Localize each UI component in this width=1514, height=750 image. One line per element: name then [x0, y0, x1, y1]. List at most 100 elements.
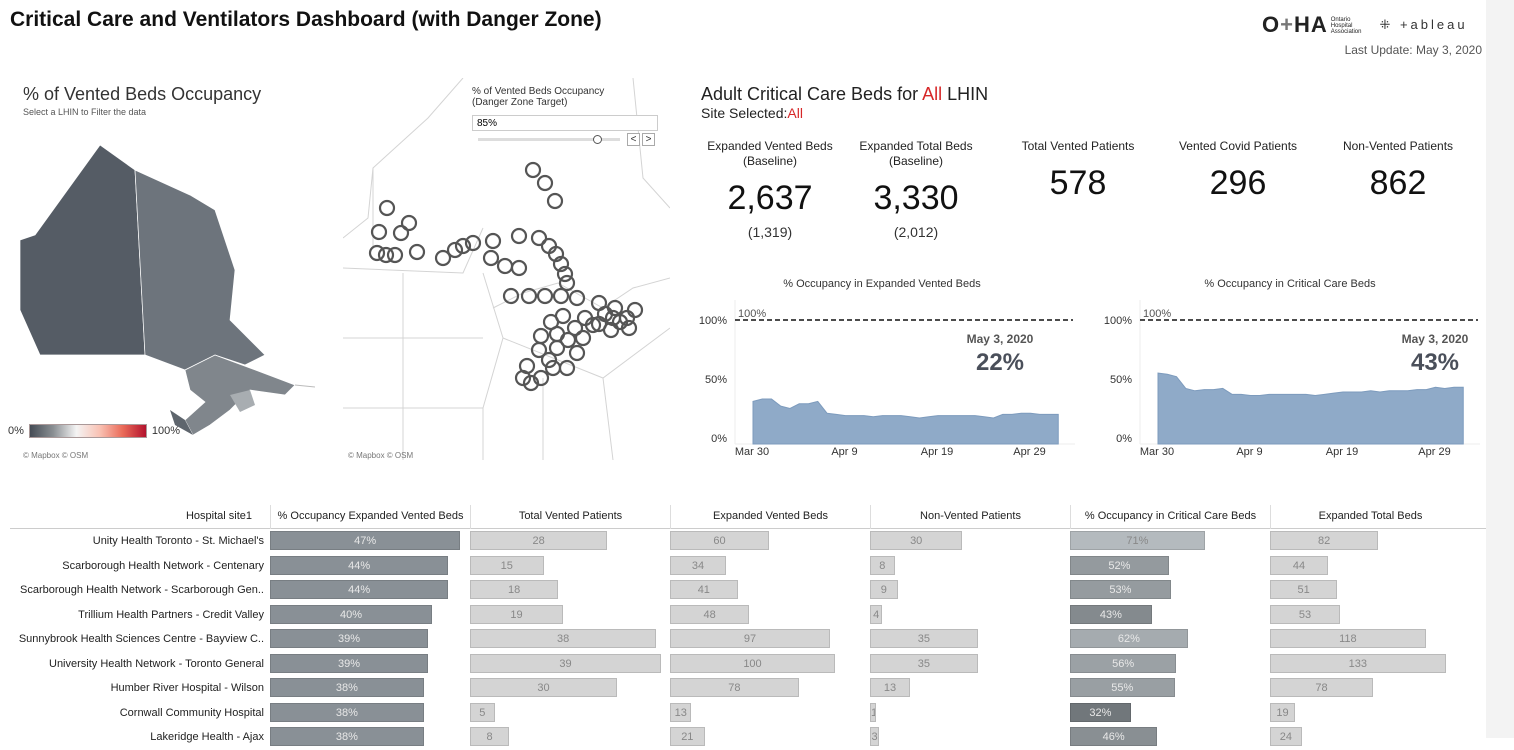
value-bar[interactable]: 53% — [1070, 580, 1171, 599]
hospital-marker[interactable] — [540, 351, 558, 369]
value-bar[interactable]: 34 — [670, 555, 727, 575]
hospital-marker[interactable] — [602, 321, 620, 339]
table-row[interactable]: University Health Network - Toronto Gene… — [10, 652, 1486, 677]
value-bar[interactable]: 52% — [1070, 555, 1169, 575]
hospital-marker[interactable] — [556, 265, 574, 283]
value-bar[interactable]: 118 — [1270, 629, 1426, 648]
value-bar[interactable]: 21 — [670, 727, 705, 746]
hospital-marker[interactable] — [446, 241, 464, 259]
slider-next-button[interactable]: > — [642, 133, 655, 146]
table-row[interactable]: Lakeridge Health - Ajax 38% 8 21 3 46% 24 — [10, 725, 1486, 750]
table-row[interactable]: Trillium Health Partners - Credit Valley… — [10, 603, 1486, 628]
value-bar[interactable]: 4 — [870, 604, 883, 624]
value-bar[interactable]: 40% — [270, 604, 432, 624]
value-bar[interactable]: 8 — [470, 727, 510, 746]
value-bar[interactable]: 51 — [1270, 580, 1338, 599]
hospital-name[interactable]: Sunnybrook Health Sciences Centre - Bayv… — [18, 633, 264, 646]
value-bar[interactable]: 19 — [1270, 702, 1296, 722]
lhin-north-west[interactable] — [19, 144, 146, 356]
lhin-north-east[interactable] — [134, 169, 266, 371]
hospital-marker[interactable] — [377, 246, 395, 264]
value-bar[interactable]: 13 — [870, 678, 911, 697]
value-bar[interactable]: 32% — [1070, 702, 1131, 722]
hospital-marker[interactable] — [454, 237, 472, 255]
value-bar[interactable]: 9 — [870, 580, 898, 599]
value-bar[interactable]: 82 — [1270, 531, 1379, 550]
hospital-marker[interactable] — [482, 249, 500, 267]
value-bar[interactable]: 19 — [470, 604, 564, 624]
column-header[interactable]: Total Vented Patients — [470, 504, 670, 529]
hospital-marker[interactable] — [532, 369, 550, 387]
table-row[interactable]: Scarborough Health Network - Scarborough… — [10, 578, 1486, 603]
value-bar[interactable]: 30 — [870, 531, 963, 550]
value-bar[interactable]: 8 — [870, 555, 895, 575]
value-bar[interactable]: 46% — [1070, 727, 1158, 746]
value-bar[interactable]: 55% — [1070, 678, 1175, 697]
hospital-marker[interactable] — [484, 232, 502, 250]
value-bar[interactable]: 38% — [270, 678, 424, 697]
hospital-marker[interactable] — [584, 316, 602, 334]
column-header[interactable]: Expanded Vented Beds — [670, 504, 870, 529]
value-bar[interactable]: 5 — [470, 702, 495, 722]
hospital-marker[interactable] — [518, 357, 536, 375]
table-row[interactable]: Unity Health Toronto - St. Michael's 47% 2… — [10, 529, 1486, 554]
hospital-name[interactable]: University Health Network - Toronto Gene… — [49, 657, 264, 670]
slider-handle[interactable] — [592, 135, 602, 144]
hospital-name[interactable]: Lakeridge Health - Ajax — [150, 731, 264, 744]
hospital-marker[interactable] — [370, 223, 388, 241]
hospital-name[interactable]: Unity Health Toronto - St. Michael's — [92, 535, 264, 548]
hospital-marker[interactable] — [547, 245, 565, 263]
hospital-marker[interactable] — [510, 227, 528, 245]
hospital-marker[interactable] — [611, 313, 629, 331]
hospital-marker[interactable] — [544, 359, 562, 377]
hospital-marker[interactable] — [536, 287, 554, 305]
value-bar[interactable]: 24 — [1270, 727, 1302, 746]
hospital-marker[interactable] — [392, 224, 410, 242]
value-bar[interactable]: 97 — [670, 629, 831, 648]
hospital-marker[interactable] — [386, 246, 404, 264]
value-bar[interactable]: 18 — [470, 580, 559, 599]
hospital-marker[interactable] — [558, 274, 576, 292]
hospital-marker[interactable] — [568, 344, 586, 362]
hospital-marker[interactable] — [530, 341, 548, 359]
hospital-map[interactable]: © Mapbox © OSM — [343, 78, 670, 460]
hospital-marker[interactable] — [400, 214, 418, 232]
value-bar[interactable]: 100 — [670, 653, 835, 673]
value-bar[interactable]: 44 — [1270, 555, 1329, 575]
value-bar[interactable]: 71% — [1070, 531, 1205, 550]
hospital-marker[interactable] — [552, 287, 570, 305]
hospital-marker[interactable] — [574, 329, 592, 347]
hospital-marker[interactable] — [464, 234, 482, 252]
value-bar[interactable]: 43% — [1070, 604, 1152, 624]
danger-zone-input[interactable] — [472, 115, 658, 131]
column-header[interactable]: Hospital site1 — [185, 509, 252, 522]
slider-prev-button[interactable]: < — [627, 133, 640, 146]
lhin-gta[interactable] — [230, 390, 255, 412]
hospital-marker[interactable] — [378, 199, 396, 217]
hospital-name[interactable]: Trillium Health Partners - Credit Valley — [78, 608, 264, 621]
value-bar[interactable]: 53 — [1270, 604, 1340, 624]
value-bar[interactable]: 38% — [270, 727, 424, 746]
value-bar[interactable]: 39% — [270, 629, 428, 648]
value-bar[interactable]: 78 — [1270, 678, 1373, 697]
value-bar[interactable]: 38% — [270, 702, 424, 722]
value-bar[interactable]: 62% — [1070, 629, 1188, 648]
table-row[interactable]: Sunnybrook Health Sciences Centre - Bayv… — [10, 627, 1486, 652]
value-bar[interactable]: 78 — [670, 678, 799, 697]
hospital-marker[interactable] — [530, 229, 548, 247]
hospital-marker[interactable] — [524, 161, 542, 179]
hospital-marker[interactable] — [568, 289, 586, 307]
value-bar[interactable]: 41 — [670, 580, 738, 599]
table-row[interactable]: Humber River Hospital - Wilson 38% 30 78 13 5… — [10, 676, 1486, 701]
hospital-marker[interactable] — [532, 327, 550, 345]
hospital-marker[interactable] — [520, 287, 538, 305]
hospital-name[interactable]: Cornwall Community Hospital — [119, 706, 264, 719]
value-bar[interactable]: 44% — [270, 580, 449, 599]
value-bar[interactable]: 47% — [270, 531, 461, 550]
ontario-lhin-map[interactable] — [15, 140, 315, 440]
hospital-name[interactable]: Humber River Hospital - Wilson — [110, 682, 264, 695]
hospital-name[interactable]: Scarborough Health Network - Scarborough… — [20, 584, 264, 597]
hospital-marker[interactable] — [434, 249, 452, 267]
hospital-marker[interactable] — [626, 301, 644, 319]
table-row[interactable]: Scarborough Health Network - Centenary 44… — [10, 554, 1486, 579]
